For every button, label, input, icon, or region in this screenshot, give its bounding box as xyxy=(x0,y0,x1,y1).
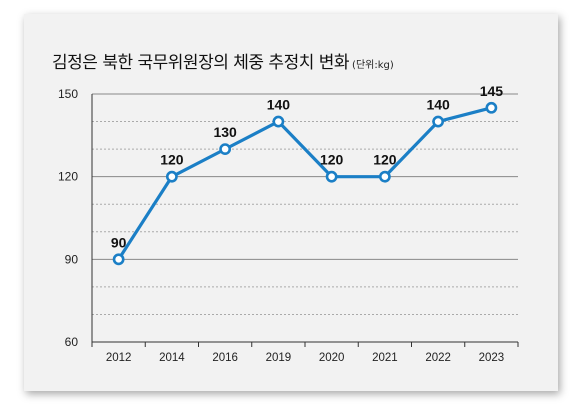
x-tick-label: 2014 xyxy=(159,352,185,364)
data-label: 140 xyxy=(426,97,450,113)
chart-header: 김정은 북한 국무위원장의 체중 추정치 변화 (단위:kg) xyxy=(52,48,394,74)
series-line xyxy=(117,106,493,261)
data-point xyxy=(485,101,498,114)
data-label: 140 xyxy=(267,97,291,113)
x-tick-label: 2012 xyxy=(106,352,132,364)
y-tick-label: 120 xyxy=(58,170,78,184)
data-point xyxy=(325,170,338,183)
data-label: 120 xyxy=(160,152,184,168)
data-label: 90 xyxy=(111,234,127,250)
chart-card xyxy=(24,14,558,391)
data-label: 145 xyxy=(480,83,504,99)
data-point xyxy=(112,253,125,266)
x-tick-label: 2023 xyxy=(479,352,505,364)
y-tick-label: 90 xyxy=(65,252,79,266)
data-point xyxy=(219,143,232,156)
data-label: 130 xyxy=(213,124,237,140)
data-point xyxy=(272,115,285,128)
x-tick-label: 2019 xyxy=(266,352,292,364)
x-tick-label: 2022 xyxy=(425,352,451,364)
data-point xyxy=(432,115,445,128)
chart-title: 김정은 북한 국무위원장의 체중 추정치 변화 xyxy=(52,53,350,73)
y-tick-label: 60 xyxy=(65,335,79,349)
x-tick-label: 2021 xyxy=(372,352,398,364)
chart-unit: (단위:kg) xyxy=(352,60,394,71)
data-label: 120 xyxy=(320,152,344,168)
data-point xyxy=(378,170,391,183)
data-label: 120 xyxy=(373,152,397,168)
data-point xyxy=(165,170,178,183)
y-tick-label: 150 xyxy=(58,87,78,101)
x-tick-label: 2016 xyxy=(212,352,238,364)
x-tick-label: 2020 xyxy=(319,352,345,364)
